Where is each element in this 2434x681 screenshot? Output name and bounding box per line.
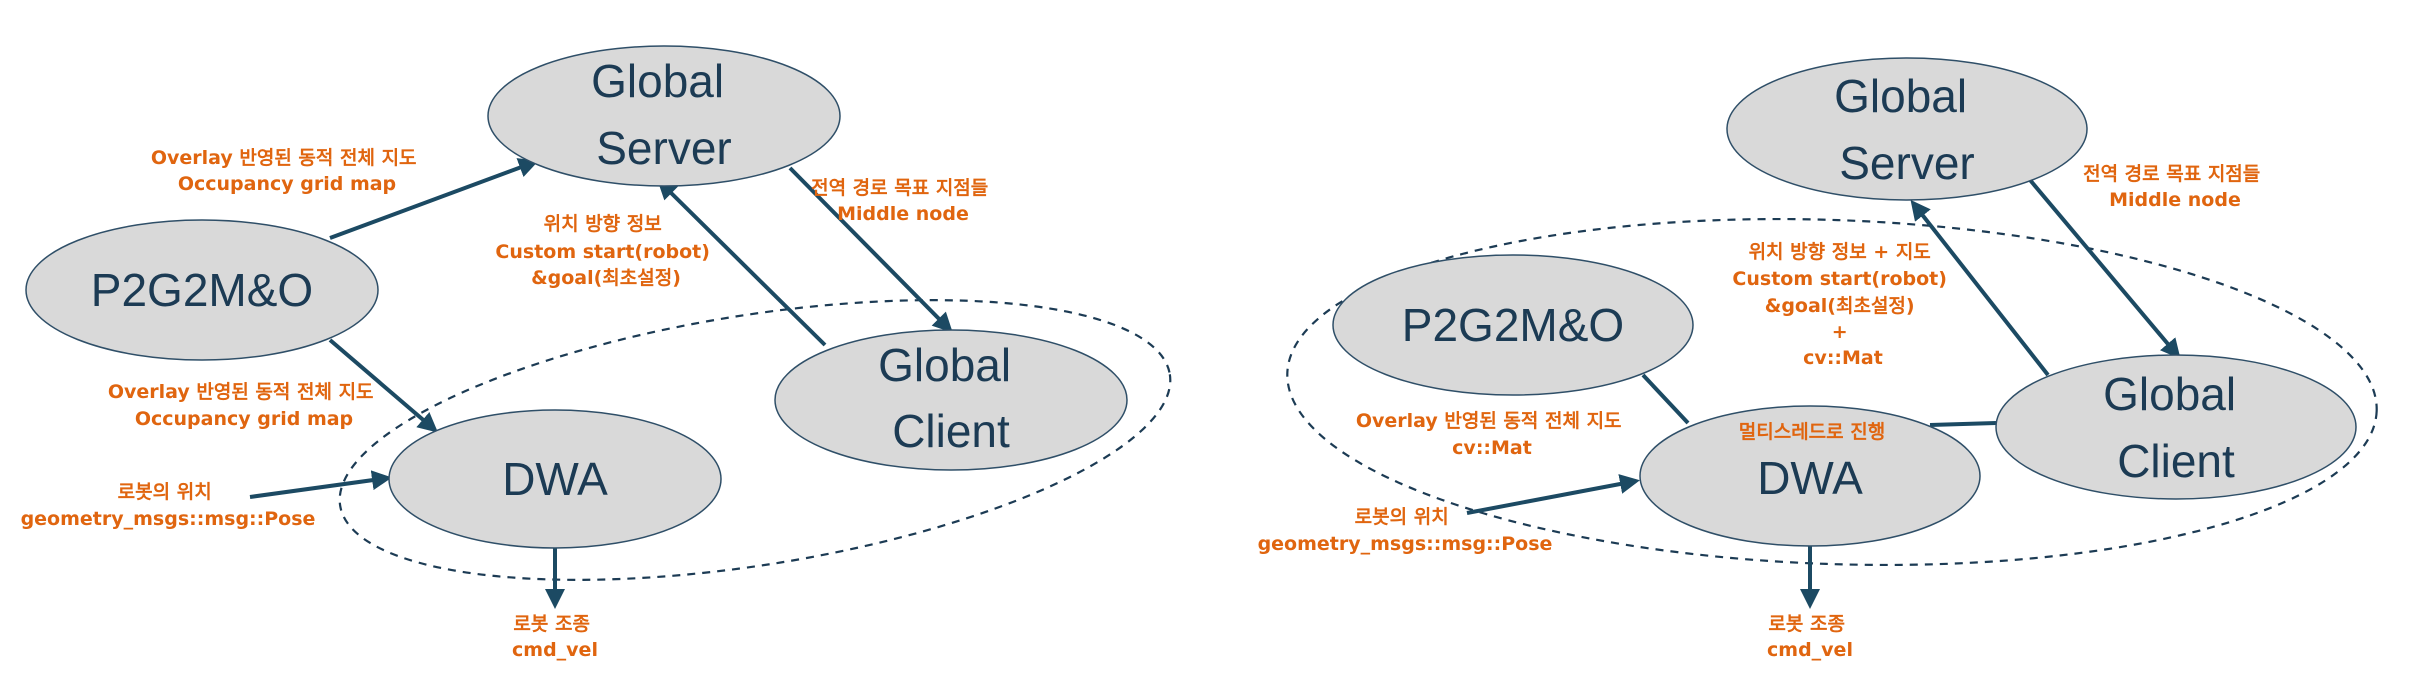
left-label-robot-position: 로봇의 위치 geometry_msgs::msg::Pose	[21, 481, 316, 530]
left-edge-p2g2mo-to-server	[329, 158, 539, 240]
right-node-p2g2mo[interactable]: P2G2M&O	[1332, 254, 1694, 396]
right-label-robot-position: 로봇의 위치 geometry_msgs::msg::Pose	[1258, 506, 1553, 555]
right-label-multithread: 멀티스레드로 진행	[1739, 421, 1885, 443]
right-node-global-server[interactable]: Global Server	[1726, 57, 2088, 201]
left-node-dwa[interactable]: DWA	[388, 409, 722, 549]
right-edge-client-to-server	[1910, 199, 2050, 377]
right-node-dwa-label: DWA	[1757, 452, 1863, 504]
left-node-global-server-label: Global Server	[591, 55, 737, 174]
left-diagram: Global Server P2G2M&O Global Client DWA	[21, 45, 1172, 661]
left-edge-client-to-server	[657, 179, 827, 347]
right-group	[1286, 217, 2378, 567]
left-node-p2g2mo-label: P2G2M&O	[91, 264, 313, 316]
right-label-overlay-map: Overlay 반영된 동적 전체 지도 cv::Mat	[1356, 410, 1628, 459]
left-label-position-direction: 위치 방향 정보 Custom start(robot) &goal(최초설정)	[495, 213, 716, 289]
left-label-overlay-to-dwa: Overlay 반영된 동적 전체 지도 Occupancy grid map	[108, 381, 380, 430]
left-node-dwa-label: DWA	[502, 453, 608, 505]
left-label-robot-control: 로봇 조종 cmd_vel	[512, 613, 598, 661]
left-node-global-server[interactable]: Global Server	[487, 45, 841, 187]
right-label-global-waypoints: 전역 경로 목표 지점들 Middle node	[2083, 163, 2267, 211]
left-node-global-client-label: Global Client	[878, 339, 1024, 457]
right-node-global-client[interactable]: Global Client	[1995, 354, 2357, 500]
right-diagram: Global Server P2G2M&O Global Client DWA	[1258, 57, 2378, 661]
left-label-overlay-to-server: Overlay 반영된 동적 전체 지도 Occupancy grid map	[151, 147, 423, 195]
left-label-global-waypoints: 전역 경로 목표 지점들 Middle node	[811, 177, 995, 225]
right-edge-server-to-client	[2028, 178, 2181, 360]
right-node-dwa[interactable]: DWA	[1639, 405, 1981, 547]
left-node-global-client[interactable]: Global Client	[774, 329, 1128, 471]
right-edge-dwa-to-client	[1929, 421, 1997, 427]
right-node-global-client-label: Global Client	[2103, 368, 2249, 487]
left-node-p2g2mo[interactable]: P2G2M&O	[25, 219, 379, 361]
right-edge-p2g2mo-to-dwa	[1641, 373, 1690, 425]
right-node-p2g2mo-label: P2G2M&O	[1402, 299, 1624, 351]
left-dwa-client-group	[338, 299, 1172, 581]
right-node-global-server-label: Global Server	[1834, 70, 1980, 189]
right-edge-robot-position-to-dwa	[1466, 474, 1640, 515]
right-label-robot-control: 로봇 조종 cmd_vel	[1767, 613, 1853, 661]
right-label-position-direction-map: 위치 방향 정보 + 지도 Custom start(robot) &goal(…	[1732, 241, 1953, 369]
left-edge-server-to-client	[788, 166, 953, 333]
left-edge-p2g2mo-to-dwa	[328, 338, 439, 433]
left-edge-robot-position-to-dwa	[249, 470, 392, 499]
